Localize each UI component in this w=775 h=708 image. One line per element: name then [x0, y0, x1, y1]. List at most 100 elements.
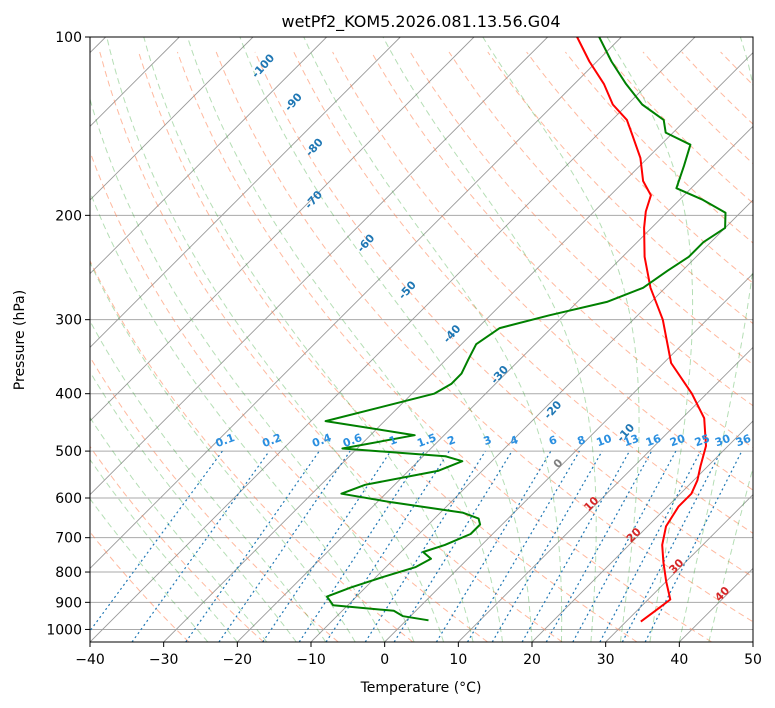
- dry-adiabat-line: [90, 445, 264, 642]
- dry-adiabat-line: [759, 52, 775, 642]
- isotherm-line: [458, 346, 753, 642]
- mixing-ratio-line: [218, 450, 351, 642]
- mixing-ratio-label: 16: [644, 432, 663, 450]
- y-tick-label: 100: [55, 30, 82, 46]
- dry-adiabat-line: [254, 51, 753, 578]
- x-tick-label: −10: [296, 652, 326, 668]
- mixing-ratio-line: [185, 450, 320, 642]
- isotherm-line: [531, 420, 753, 642]
- moist-adiabat-line: [90, 190, 386, 642]
- dry-adiabat-line: [176, 51, 712, 642]
- dry-adiabat-line: [90, 356, 339, 642]
- x-tick-label: 50: [744, 652, 762, 668]
- x-tick-label: 40: [670, 652, 688, 668]
- mixing-ratio-line: [131, 450, 270, 642]
- mixing-ratio-line: [298, 450, 425, 642]
- x-tick-label: 20: [523, 652, 541, 668]
- dry-adiabat-line: [99, 51, 563, 642]
- mixing-ratio-label: 13: [622, 432, 641, 449]
- mixing-ratio-label: 0.1: [214, 431, 237, 450]
- moist-adiabat-line: [90, 370, 297, 642]
- moist-adiabat-line: [606, 37, 694, 642]
- dry-adiabat-label: -30: [488, 363, 511, 387]
- x-tick-label: 10: [449, 652, 467, 668]
- mixing-ratio-label: 20: [668, 432, 687, 450]
- y-tick-label: 400: [55, 387, 82, 403]
- moist-adiabat-line: [90, 261, 356, 642]
- moist-adiabat-line: [106, 37, 445, 642]
- y-tick-label: 500: [55, 444, 82, 460]
- moist-adiabat-line: [90, 497, 209, 642]
- dry-adiabat-line: [138, 51, 638, 642]
- mixing-ratio-line: [364, 450, 486, 642]
- mixing-ratio-label: 36: [734, 432, 753, 450]
- moist-adiabat-line: [708, 465, 753, 642]
- line-labels: 0.1 0.2 0.4 0.6 1 1.5 2 3 4 6 8 10 13 16 20 25 30 3601020…: [214, 51, 753, 604]
- mixing-ratio-label: 1.5: [415, 431, 438, 450]
- dry-adiabat-label: -70: [302, 188, 325, 212]
- profile-series: [324, 37, 727, 623]
- moist-adiabat-line: [382, 37, 597, 642]
- y-axis-label: Pressure (hPa): [12, 290, 28, 390]
- mixing-ratio-label: 0.2: [260, 431, 283, 450]
- mixing-ratio-label: 0.6: [341, 431, 364, 450]
- dry-adiabat-line: [681, 51, 753, 125]
- mixing-ratio-label: 10: [595, 432, 614, 450]
- isotherm-line: [605, 494, 753, 642]
- isotherm-line: [163, 52, 753, 642]
- dry-adiabat-line: [409, 51, 753, 407]
- dry-adiabat-label: -100: [249, 51, 277, 80]
- y-tick-label: 600: [55, 491, 82, 507]
- plot-frame: [89, 36, 754, 643]
- isotherm-line: [752, 641, 753, 642]
- mixing-ratio-line: [644, 450, 743, 642]
- dry-adiabat-label: -40: [441, 322, 464, 346]
- dry-adiabat-label: -90: [282, 90, 305, 114]
- mixing-ratio-line: [621, 450, 722, 642]
- isotherm-label: 40: [712, 584, 732, 604]
- y-tick-label: 300: [55, 313, 82, 329]
- dewpoint-profile-line: [324, 37, 727, 622]
- moist-adiabat-line: [239, 37, 533, 642]
- isotherm-label: 10: [581, 494, 601, 514]
- mixing-ratio-label: 1: [387, 433, 399, 448]
- dry-adiabat-line: [370, 51, 753, 449]
- mixing-ratio-label: 2: [446, 433, 458, 448]
- isotherm-line: [237, 125, 753, 642]
- dry-adiabat-line: [215, 51, 753, 623]
- isotherm-line: [90, 37, 401, 348]
- x-tick-label: 0: [380, 652, 389, 668]
- dry-adiabat-label: -80: [303, 135, 326, 159]
- moist-adiabat-line: [187, 37, 503, 642]
- dry-adiabat-line: [487, 51, 753, 325]
- y-tick-label: 900: [55, 595, 82, 611]
- moist-adiabat-line: [90, 320, 327, 642]
- y-axis-ticks: 100 200 300 400 500 600 700 800 900 1000: [46, 30, 90, 638]
- mixing-ratio-line: [262, 450, 392, 642]
- isotherm-line: [90, 37, 696, 642]
- moist-adiabat-line: [303, 37, 563, 642]
- moist-adiabat-line: [90, 416, 268, 642]
- moist-adiabat-line: [143, 37, 474, 642]
- y-tick-label: 1000: [46, 622, 82, 638]
- mixing-ratio-label: 3: [482, 433, 494, 448]
- mixing-ratio-line: [599, 450, 702, 642]
- isotherm-label: 20: [624, 525, 644, 545]
- mixing-ratio-line: [466, 450, 580, 642]
- mixing-ratio-label: 25: [693, 432, 712, 449]
- x-tick-label: 30: [597, 652, 615, 668]
- dry-adiabat-line: [526, 51, 753, 284]
- dry-adiabat-line: [603, 51, 753, 204]
- dry-adiabat-label: -60: [354, 231, 377, 255]
- dry-adiabat-line: [90, 259, 414, 642]
- dry-adiabat-line: [720, 51, 753, 86]
- moist-adiabat-line: [482, 37, 640, 642]
- mixing-ratio-line: [491, 450, 603, 642]
- dry-adiabat-line: [293, 51, 753, 534]
- x-tick-label: −30: [149, 652, 179, 668]
- mixing-ratio-line: [90, 450, 223, 632]
- isotherm-line: [90, 37, 548, 496]
- isotherm-label: 30: [666, 556, 686, 576]
- isotherm-line: [384, 273, 753, 642]
